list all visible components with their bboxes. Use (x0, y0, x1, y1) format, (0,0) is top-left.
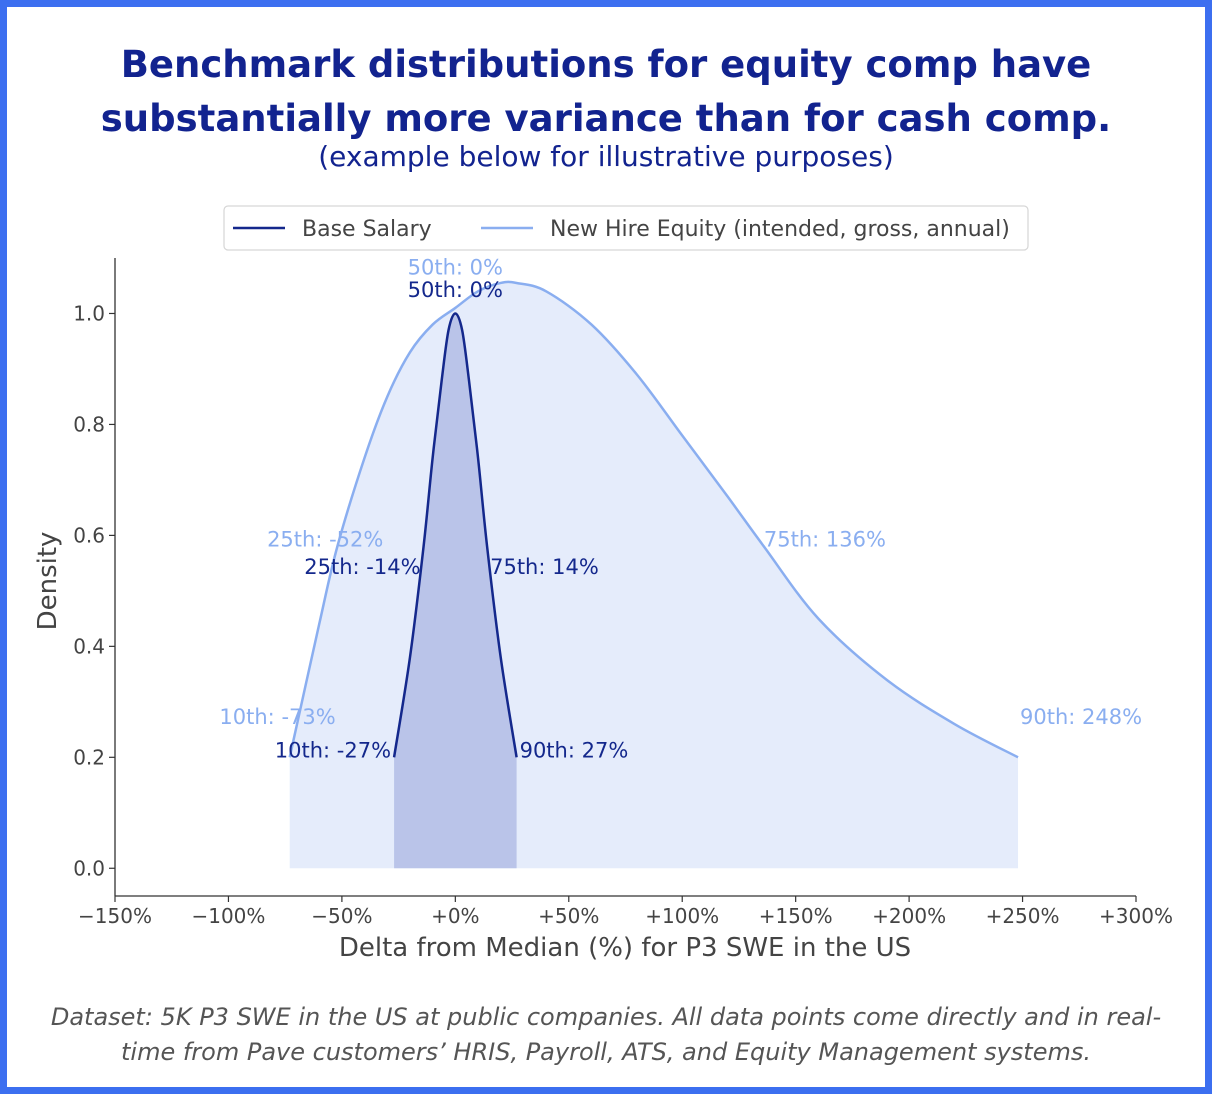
series-fills (289, 281, 1019, 869)
y-tick-label: 0.0 (73, 856, 105, 880)
chart-subtitle: (example below for illustrative purposes… (318, 140, 894, 173)
y-tick-label: 1.0 (73, 301, 105, 325)
base-salary-percentile-label: 90th: 27% (520, 738, 629, 762)
equity-percentile-label: 75th: 136% (764, 527, 886, 551)
base-salary-percentile-label: 75th: 14% (490, 555, 599, 579)
equity-line (288, 280, 1019, 759)
equity-percentile-label: 50th: 0% (408, 256, 503, 280)
y-tick-label: 0.6 (73, 523, 105, 547)
equity-percentile-label: 25th: -52% (267, 527, 383, 551)
y-tick-label: 0.2 (73, 745, 105, 769)
chart-title: Benchmark distributions for equity comp … (0, 38, 1212, 146)
x-tick-label: +50% (538, 904, 599, 928)
legend-box (223, 205, 1029, 251)
x-tick-label: −100% (191, 904, 265, 928)
x-tick-label: −150% (78, 904, 152, 928)
equity-percentile-label: 10th: -73% (219, 705, 335, 729)
x-tick-label: +150% (759, 904, 833, 928)
x-tick-label: +300% (1099, 904, 1173, 928)
base-salary-line (392, 312, 518, 758)
dataset-footnote: Dataset: 5K P3 SWE in the US at public c… (0, 1000, 1212, 1070)
legend-label-equity: New Hire Equity (intended, gross, annual… (550, 217, 1010, 242)
base-salary-area (394, 313, 517, 869)
chart-axes: −150% −100% −50% +0% +50% +100% +150% +200% +250… (33, 258, 1173, 963)
base-salary-percentile-label: 10th: -27% (275, 738, 391, 762)
y-tick-label: 0.4 (73, 634, 105, 658)
x-tick-label: +200% (872, 904, 946, 928)
y-tick-label: 0.8 (73, 412, 105, 436)
base-salary-percentile-label: 25th: -14% (304, 555, 420, 579)
y-axis-title: Density (33, 532, 63, 631)
series-lines (288, 280, 1019, 759)
x-tick-label: +0% (431, 904, 480, 928)
x-tick-label: +250% (986, 904, 1060, 928)
base-salary-percentile-label: 50th: 0% (408, 278, 503, 302)
equity-percentile-label: 90th: 248% (1020, 705, 1142, 729)
footnote-line-2: time from Pave customers’ HRIS, Payroll,… (121, 1038, 1091, 1066)
title-line-1: Benchmark distributions for equity comp … (120, 43, 1092, 86)
x-tick-label: −50% (311, 904, 372, 928)
x-tick-label: +100% (645, 904, 719, 928)
x-axis-title: Delta from Median (%) for P3 SWE in the … (339, 933, 911, 963)
legend-label-base-salary: Base Salary (302, 217, 432, 242)
title-line-2: substantially more variance than for cas… (100, 97, 1112, 140)
percentile-annotations: 10th: -27% 25th: -14% 50th: 0% 75th: 14% 90t… (219, 256, 1142, 763)
footnote-line-1: Dataset: 5K P3 SWE in the US at public c… (50, 1003, 1162, 1031)
density-chart: −150% −100% −50% +0% +50% +100% +150% +200% +250… (33, 205, 1173, 963)
chart-legend: Base Salary New Hire Equity (intended, gr… (223, 205, 1029, 251)
